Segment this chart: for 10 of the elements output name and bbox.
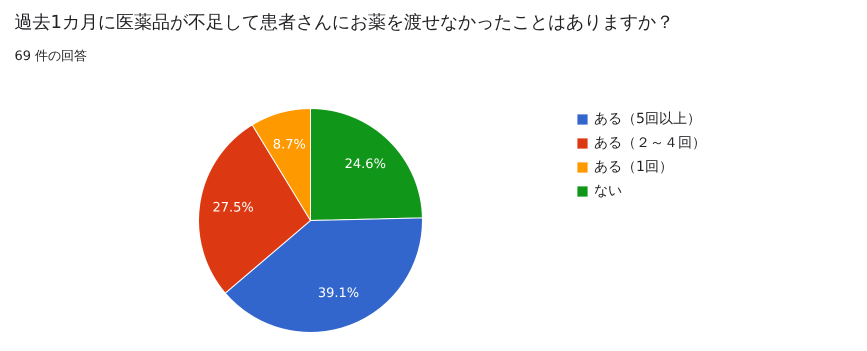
legend-label: ない [594,182,622,200]
text: 69 件の回答 [14,49,88,64]
data-label: 27.5% [212,200,254,216]
data-label: 39.1% [318,286,360,302]
legend-label: ある（２～４回） [594,134,706,152]
legend-label: ある（5回以上） [594,110,701,128]
data-label: 8.7% [272,138,306,153]
legend-label: ある（1回） [594,158,673,176]
data-label: 24.6% [344,156,386,172]
chart-title: 過去1カ月に医薬品が不足して患者さんにお薬を渡せなかったことはありますか？ [14,12,674,33]
